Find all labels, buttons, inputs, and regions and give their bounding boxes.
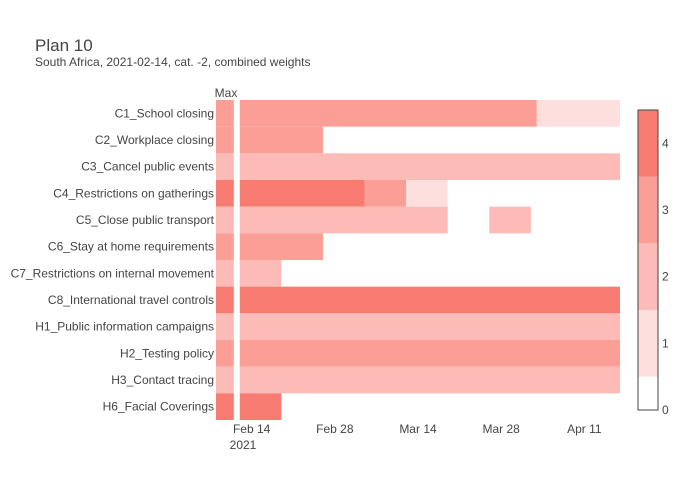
colorbar-tick-label: 2 <box>662 270 669 284</box>
max-cell <box>216 260 234 287</box>
y-tick-label: C4_Restrictions on gatherings <box>53 186 214 200</box>
y-tick-label: C1_School closing <box>115 106 214 120</box>
y-tick-label: H2_Testing policy <box>120 346 214 360</box>
max-column-label: Max <box>215 86 238 100</box>
chart-subtitle: South Africa, 2021-02-14, cat. -2, combi… <box>35 55 311 69</box>
heatmap-cell <box>239 286 620 314</box>
colorbar-band <box>638 110 658 177</box>
heatmap-cell <box>489 206 531 234</box>
heatmap-cell <box>239 180 365 207</box>
y-tick-label: C2_Workplace closing <box>95 133 214 147</box>
max-cell <box>216 126 234 154</box>
y-tick-label: C6_Stay at home requirements <box>48 240 214 254</box>
x-tick-label: Mar 14 <box>399 422 437 436</box>
max-cell <box>216 233 234 260</box>
x-axis-year-label: 2021 <box>230 438 257 452</box>
max-cell <box>216 100 234 127</box>
heatmap-cell <box>239 233 323 260</box>
heatmap-cell <box>239 393 282 420</box>
colorbar: 0 1 2 3 4 <box>637 109 669 417</box>
colorbar-band <box>638 176 658 244</box>
max-cell <box>216 206 234 234</box>
heatmap-cell <box>239 313 620 340</box>
y-tick-label: C5_Close public transport <box>76 213 215 227</box>
x-tick-label: Apr 11 <box>567 422 602 436</box>
heatmap-cell <box>239 153 620 180</box>
y-tick-label: H1_Public information campaigns <box>35 320 214 334</box>
x-tick-label: Feb 28 <box>316 422 354 436</box>
colorbar-tick-label: 3 <box>662 203 669 217</box>
colorbar-tick-label: 1 <box>662 336 669 350</box>
max-cell <box>216 286 234 314</box>
max-cell <box>216 393 234 420</box>
max-cell <box>216 153 234 180</box>
colorbar-band <box>638 376 658 410</box>
chart-title: Plan 10 <box>35 36 93 55</box>
y-tick-label: C3_Cancel public events <box>81 160 214 174</box>
colorbar-band <box>638 310 658 377</box>
heatmap-cell <box>536 100 620 127</box>
heatmap-cell <box>239 340 620 367</box>
y-tick-label: C8_International travel controls <box>48 293 214 307</box>
x-axis-ticks: Feb 14 Feb 28 Mar 14 Mar 28 Apr 11 <box>233 422 602 436</box>
heatmap-cell <box>239 206 448 234</box>
x-tick-label: Feb 14 <box>233 422 271 436</box>
y-axis-labels: C1_School closing C2_Workplace closing C3_… <box>11 106 215 413</box>
max-cell <box>216 366 234 394</box>
heatmap-cell <box>364 180 407 207</box>
heatmap-cell <box>406 180 448 207</box>
x-tick-label: Mar 28 <box>482 422 520 436</box>
max-cell <box>216 313 234 340</box>
heatmap-cell <box>239 260 282 287</box>
y-tick-label: H6_Facial Coverings <box>103 400 214 414</box>
y-tick-label: H3_Contact tracing <box>111 373 214 387</box>
heatmap-cell <box>239 100 537 127</box>
max-cell <box>216 340 234 367</box>
y-tick-label: C7_Restrictions on internal movement <box>11 266 215 280</box>
heatmap-cell <box>239 126 323 154</box>
max-cell <box>216 180 234 207</box>
colorbar-tick-label: 0 <box>662 403 669 417</box>
colorbar-band <box>638 243 658 310</box>
heatmap-cell <box>239 366 620 394</box>
colorbar-tick-label: 4 <box>662 136 669 150</box>
heatmap-rows <box>216 100 620 420</box>
colorbar-outline <box>637 109 659 411</box>
